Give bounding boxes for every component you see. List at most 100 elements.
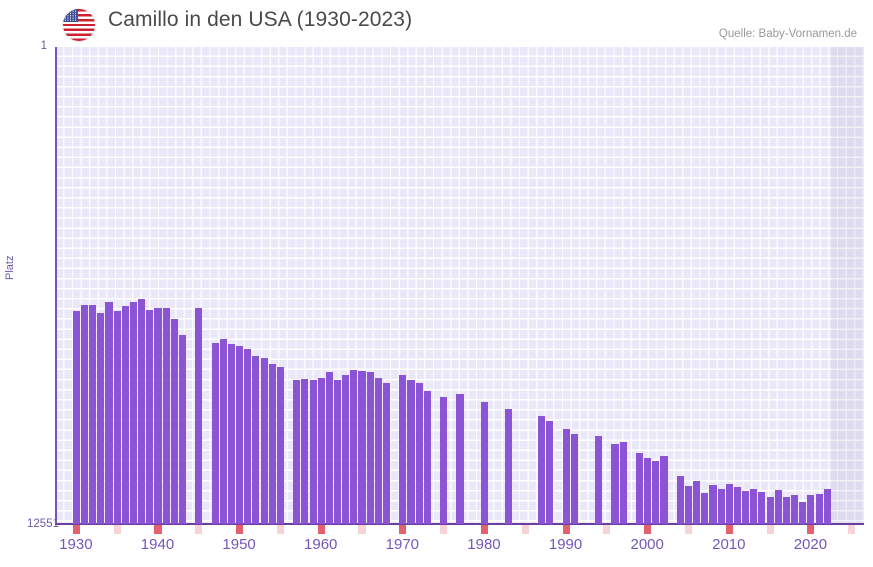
y-axis-line [55,47,57,525]
bar-1970[interactable] [399,374,407,524]
bar-1954[interactable] [268,363,276,524]
bar-2010[interactable] [725,484,733,524]
bar-1968[interactable] [382,382,391,524]
bar-2020[interactable] [807,495,815,524]
bar-1990[interactable] [562,429,570,524]
bar-1933[interactable] [97,313,105,524]
bar-1973[interactable] [423,391,431,524]
x-tick-1995 [603,525,611,534]
bar-2001[interactable] [652,460,660,524]
x-tick-1950 [236,525,244,534]
bar-2019[interactable] [799,502,807,524]
bar-2017[interactable] [782,496,790,524]
x-axis-label-1950: 1950 [222,536,256,553]
x-axis-label-1970: 1970 [385,536,420,553]
bar-1999[interactable] [635,453,644,524]
bar-1949[interactable] [227,344,235,524]
x-tick-2025 [848,525,856,534]
x-tick-2010 [725,525,733,534]
bar-1931[interactable] [80,304,89,524]
bar-1953[interactable] [260,357,268,524]
bar-1948[interactable] [219,339,227,524]
bar-1975[interactable] [440,397,448,524]
bar-1980[interactable] [480,401,488,524]
plot-area [56,47,864,524]
x-tick-1955 [276,525,284,534]
y-axis-max-label: 1 [40,40,47,52]
bar-2002[interactable] [660,456,668,524]
x-axis-labels: 1930 1940 1950 1960 1970 1980 1990 2000 2010 2020 [0,536,873,560]
bar-1991[interactable] [570,433,578,524]
bar-2005[interactable] [684,485,693,524]
bar-1983[interactable] [505,408,513,524]
bar-1934[interactable] [105,301,113,524]
bar-1945[interactable] [195,308,203,524]
bar-1942[interactable] [170,318,178,524]
no-data-shaded-region [831,47,864,524]
bar-2018[interactable] [791,494,799,524]
bar-1971[interactable] [407,379,415,524]
bar-1958[interactable] [301,379,309,524]
bar-1964[interactable] [350,370,358,524]
bar-2014[interactable] [758,492,766,524]
bar-1959[interactable] [309,379,317,524]
bar-1951[interactable] [244,349,252,524]
bar-2000[interactable] [644,458,652,524]
x-tick-1975 [440,525,448,534]
bar-1950[interactable] [236,346,244,524]
bar-series [56,47,864,524]
page-title: Camillo in den USA (1930-2023) [108,8,413,31]
bar-1972[interactable] [415,382,423,524]
bar-2007[interactable] [701,492,709,524]
x-axis-label-1930: 1930 [59,536,93,553]
bar-1935[interactable] [113,311,121,524]
bar-1955[interactable] [276,367,284,524]
bar-1937[interactable] [129,301,138,524]
bar-1941[interactable] [162,308,170,524]
bar-2004[interactable] [676,475,684,524]
bar-1939[interactable] [146,309,154,524]
bar-2013[interactable] [750,489,758,524]
bar-1960[interactable] [317,378,325,524]
bar-1961[interactable] [325,372,333,524]
bar-1957[interactable] [293,379,301,524]
x-tick-1990 [562,525,570,534]
x-axis-label-2020: 2020 [793,536,828,553]
bar-1936[interactable] [121,306,129,524]
x-tick-1965 [358,525,366,534]
bar-1940[interactable] [154,307,162,524]
bar-2016[interactable] [774,489,782,524]
bar-1930[interactable] [72,311,80,524]
bar-1994[interactable] [595,436,603,524]
bar-1943[interactable] [178,335,187,524]
bar-2008[interactable] [709,484,717,524]
x-axis-label-2000: 2000 [630,536,664,553]
bar-1977[interactable] [456,393,464,524]
bar-2006[interactable] [693,481,701,524]
bar-1962[interactable] [333,379,342,524]
bar-2011[interactable] [733,486,741,524]
bar-1966[interactable] [366,372,374,524]
bar-1987[interactable] [538,416,546,524]
bar-1947[interactable] [211,343,219,524]
x-tick-1970 [399,525,407,534]
bar-1963[interactable] [342,374,350,524]
x-axis-label-1990: 1990 [548,536,583,553]
bar-2009[interactable] [717,488,725,524]
bar-1932[interactable] [89,305,97,524]
bar-1996[interactable] [611,444,619,524]
bar-2015[interactable] [766,497,774,524]
x-tick-1980 [480,525,488,534]
x-axis-label-1960: 1960 [304,536,338,553]
bar-1988[interactable] [546,421,554,524]
x-tick-1940 [154,525,162,534]
x-tick-1985 [521,525,529,534]
bar-2012[interactable] [742,490,750,524]
bar-1967[interactable] [374,377,382,524]
bar-2021[interactable] [815,493,823,524]
bar-1952[interactable] [252,355,260,524]
bar-1997[interactable] [619,441,627,524]
bar-1938[interactable] [138,299,146,524]
bar-1965[interactable] [358,370,366,524]
bar-2022[interactable] [823,488,831,524]
